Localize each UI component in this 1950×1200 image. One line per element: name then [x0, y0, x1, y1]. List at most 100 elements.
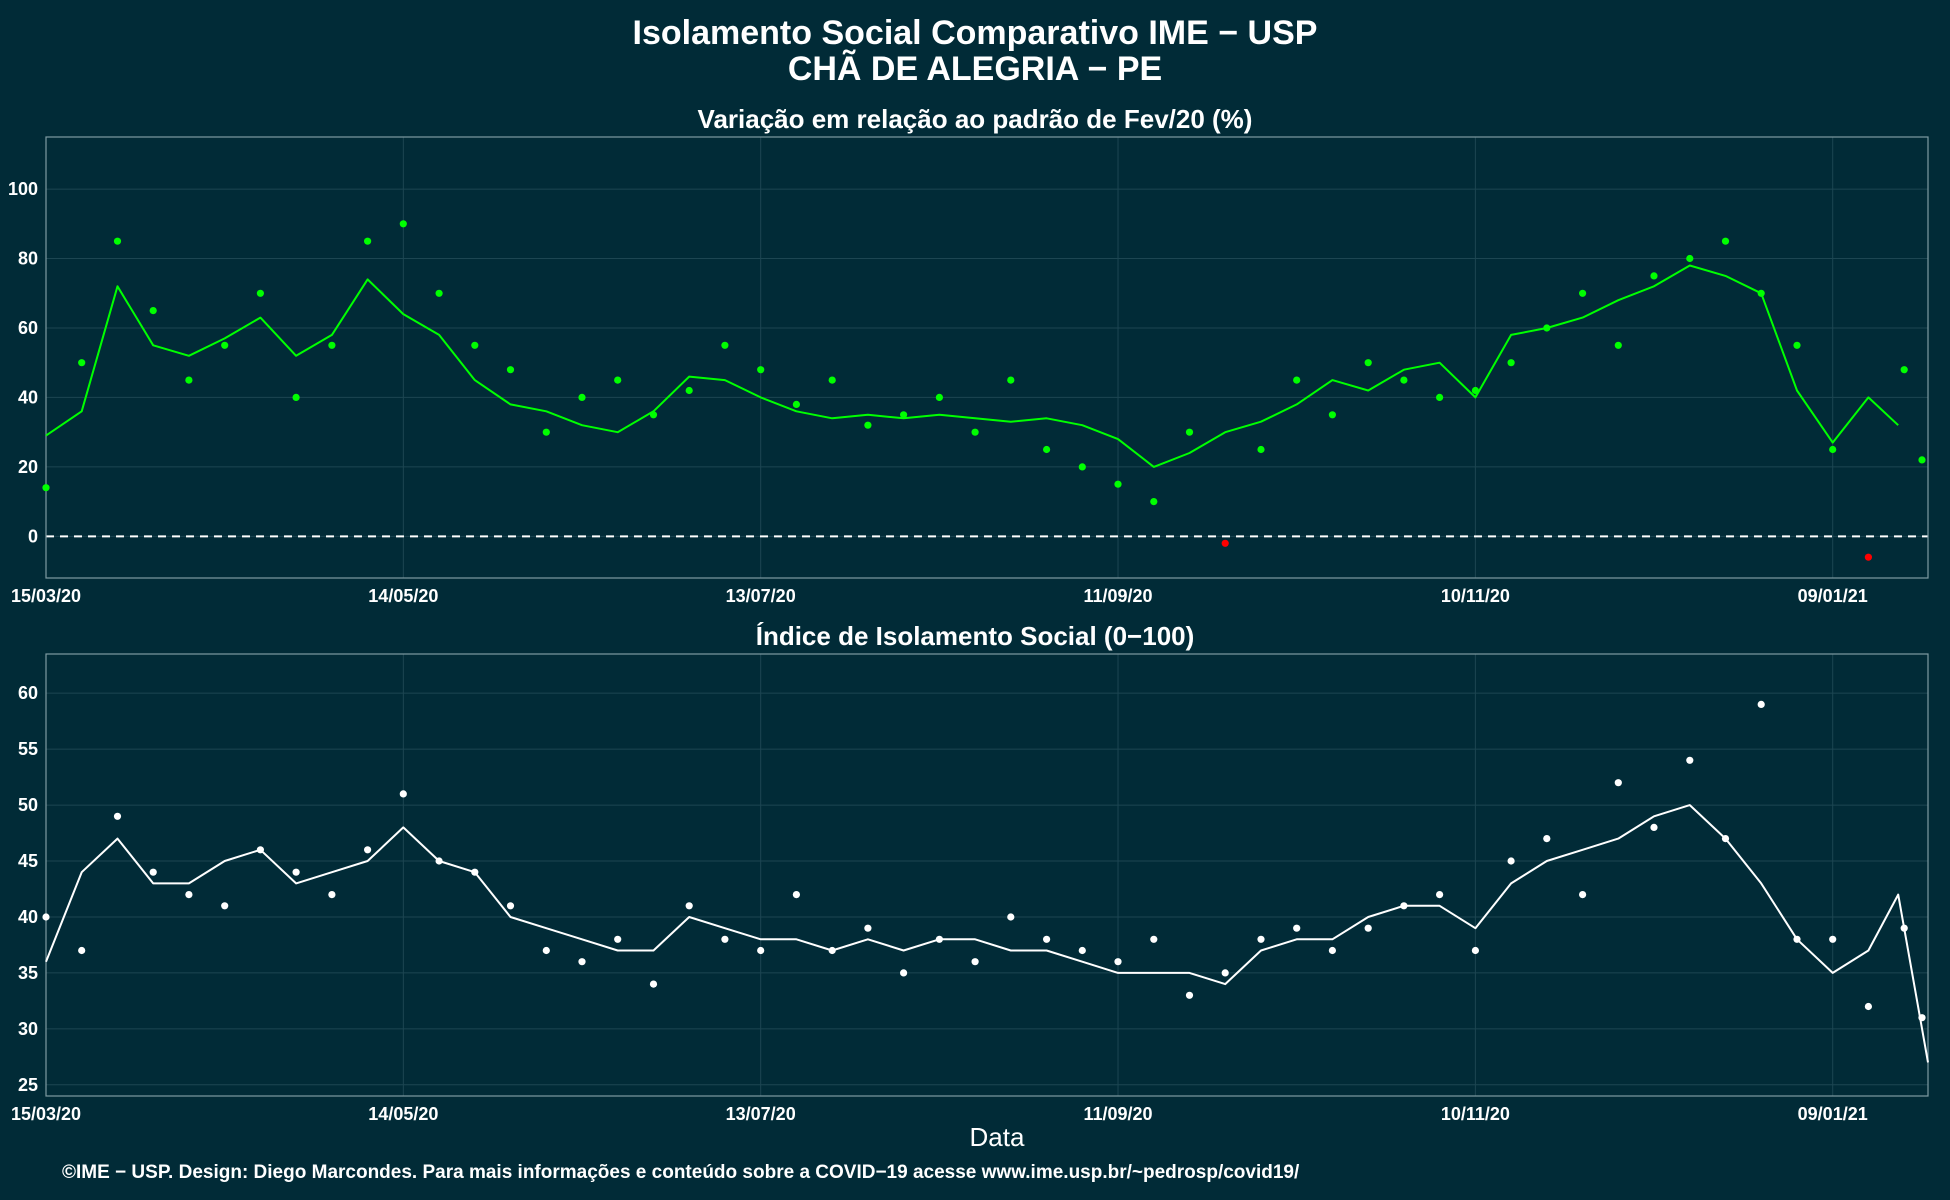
p2-data-point [1328, 946, 1336, 955]
figure-title-line1: Isolamento Social Comparativo IME − USP [633, 14, 1318, 52]
p1-data-point [1900, 366, 1908, 374]
p1-data-point [1864, 553, 1872, 561]
p2-data-point [1150, 935, 1158, 943]
p1-data-point [506, 366, 515, 374]
p2-data-point [685, 902, 693, 910]
p1-data-point [1918, 456, 1926, 464]
p1-x-tick-label: 09/01/21 [1798, 586, 1868, 606]
p2-data-point [1114, 958, 1122, 966]
p1-data-point [185, 376, 193, 384]
p1-data-point [364, 237, 372, 245]
p1-data-point [578, 393, 586, 401]
p2-data-point [221, 902, 229, 910]
p2-x-tick-label: 09/01/21 [1798, 1104, 1868, 1124]
p1-data-point [971, 428, 979, 436]
p1-data-point [935, 393, 944, 401]
p2-data-point [542, 946, 550, 955]
p2-data-point [1293, 924, 1301, 932]
p1-data-point [1007, 376, 1015, 384]
figure-title-line2: CHÃ DE ALEGRIA − PE [788, 50, 1162, 88]
p2-trend-line [45, 804, 1929, 1063]
x-axis-label: Data [970, 1122, 1025, 1152]
p2-data-point [328, 891, 336, 899]
p2-data-point [757, 946, 765, 955]
p2-panel-border [45, 653, 1929, 1097]
p1-data-point [1257, 445, 1265, 454]
p2-data-point [399, 790, 407, 798]
p2-data-point [578, 958, 586, 966]
p1-x-tick-label: 15/03/20 [11, 586, 81, 606]
p2-data-point [1471, 946, 1479, 955]
p2-data-point [900, 969, 908, 977]
p2-y-tick-label: 35 [18, 963, 38, 983]
p2-data-point [1686, 756, 1694, 764]
p1-y-tick-label: 80 [18, 249, 38, 269]
p1-trend-line [45, 264, 1899, 468]
p1-data-point [1400, 376, 1408, 384]
p1-data-point [1328, 411, 1336, 419]
p1-data-point [757, 366, 765, 374]
p2-data-point [1507, 857, 1515, 865]
p1-data-point [614, 376, 622, 384]
p1-data-point [1614, 341, 1622, 349]
p2-data-point [42, 913, 50, 921]
p1-data-point [864, 421, 872, 429]
p1-data-point [1364, 359, 1372, 367]
p2-data-point [649, 980, 658, 988]
p2-y-tick-label: 30 [18, 1019, 38, 1039]
p1-data-point [1150, 498, 1158, 506]
p1-data-point [1436, 393, 1444, 401]
p1-y-tick-label: 0 [28, 526, 38, 546]
p2-x-tick-label: 15/03/20 [11, 1104, 81, 1124]
p2-data-point [1436, 891, 1444, 899]
p2-data-point [1864, 1002, 1872, 1011]
p1-data-point [1793, 341, 1801, 349]
p1-data-point [1507, 359, 1515, 367]
p2-y-tick-label: 50 [18, 795, 38, 815]
p1-data-point [399, 220, 407, 228]
p1-data-point [78, 359, 86, 367]
p1-data-point [221, 341, 229, 349]
p2-data-point [614, 935, 622, 943]
p2-data-point [1650, 823, 1658, 832]
p1-y-tick-label: 20 [18, 457, 38, 477]
p2-data-point [721, 935, 729, 943]
p2-x-tick-label: 14/05/20 [368, 1104, 438, 1124]
p2-data-point [1757, 700, 1765, 709]
p2-x-tick-label: 13/07/20 [726, 1104, 796, 1124]
p2-data-point [1579, 891, 1587, 899]
p1-x-tick-label: 11/09/20 [1083, 586, 1152, 606]
p1-data-point [1078, 463, 1086, 471]
p1-data-point [149, 307, 157, 315]
p1-data-point [1829, 445, 1837, 454]
p2-data-point [1829, 935, 1837, 943]
p1-x-tick-label: 10/11/20 [1441, 586, 1510, 606]
panel-isolation-index: 25 30 35 40 45 50 55 60 15/03/20 14/05/20 13/07/20… [11, 653, 1929, 1124]
p2-data-point [1543, 835, 1551, 843]
p1-data-point [792, 400, 801, 408]
p1-data-point [42, 484, 50, 492]
p1-data-point [1043, 445, 1051, 454]
p2-data-point [1257, 935, 1265, 943]
p2-data-point [292, 868, 300, 876]
p2-data-point [364, 846, 372, 854]
p1-data-point [900, 411, 908, 419]
p1-data-point [542, 428, 550, 436]
p2-y-tick-label: 55 [18, 739, 38, 759]
p2-data-point [78, 946, 86, 955]
p1-data-point [1293, 376, 1301, 384]
p2-data-point [864, 924, 872, 932]
p1-x-tick-label: 14/05/20 [368, 586, 438, 606]
p1-data-point [471, 341, 479, 349]
p2-y-tick-label: 25 [18, 1075, 38, 1095]
p2-data-point [1043, 935, 1051, 943]
p1-y-tick-label: 60 [18, 318, 38, 338]
p1-data-point [435, 289, 443, 297]
p1-data-point [1650, 272, 1658, 280]
p1-data-point [1185, 428, 1194, 436]
p1-data-point [1579, 289, 1587, 297]
p2-data-point [1614, 779, 1622, 787]
p1-data-point [1686, 254, 1694, 263]
p1-data-point [113, 237, 122, 245]
